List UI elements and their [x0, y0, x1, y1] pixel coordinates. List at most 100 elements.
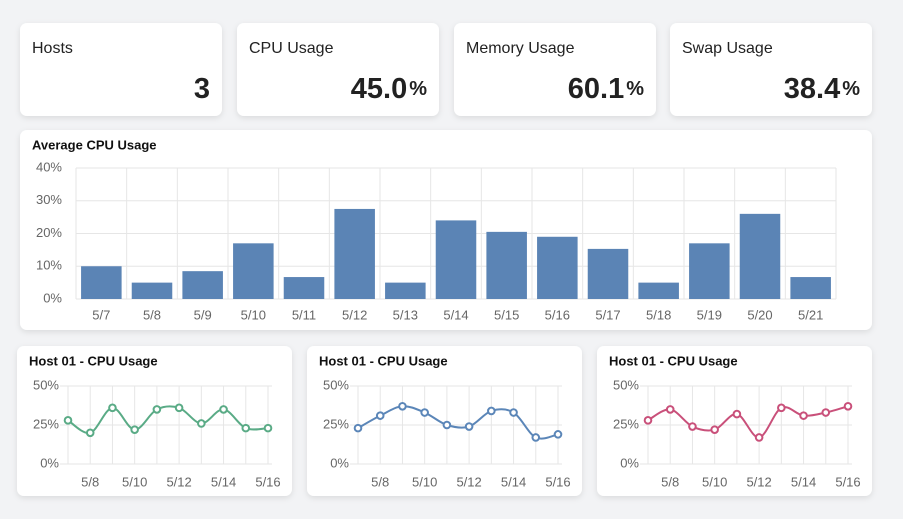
chart-title: Host 01 - CPU Usage	[319, 353, 448, 368]
stat-value: 3	[194, 73, 210, 105]
point	[263, 423, 273, 433]
y-tick-label: 30%	[36, 192, 62, 207]
bar	[689, 243, 730, 299]
stat-value: 60.1%	[568, 73, 644, 105]
bar	[385, 282, 426, 299]
x-tick-label: 5/14	[443, 307, 468, 322]
stat-title: CPU Usage	[249, 40, 334, 57]
unit: %	[626, 78, 644, 100]
x-tick-label: 5/16	[545, 307, 570, 322]
point	[398, 401, 407, 411]
y-tick-label: 10%	[36, 258, 62, 273]
value: 45.0	[351, 73, 407, 105]
x-tick-label: 5/8	[143, 307, 161, 322]
x-tick-label: 5/19	[697, 307, 722, 322]
x-tick-label: 5/8	[81, 474, 99, 489]
x-tick-label: 5/8	[661, 474, 679, 489]
bar	[587, 248, 629, 299]
bar	[486, 231, 527, 299]
stat-card	[454, 23, 656, 116]
point	[63, 416, 73, 425]
x-tick-label: 5/11	[292, 307, 316, 322]
bar	[537, 236, 578, 299]
x-tick-label: 5/10	[702, 474, 727, 489]
y-tick-label: 50%	[613, 377, 639, 392]
y-tick-label: 50%	[33, 377, 59, 392]
chart-title: Host 01 - CPU Usage	[609, 353, 738, 368]
stat-card	[670, 23, 872, 116]
bar	[334, 208, 375, 299]
point	[509, 408, 518, 417]
point	[85, 428, 95, 438]
y-tick-label: 25%	[323, 416, 349, 431]
x-tick-label: 5/21	[798, 307, 823, 322]
x-tick-label: 5/12	[456, 474, 481, 489]
x-tick-label: 5/8	[371, 474, 389, 489]
x-tick-label: 5/14	[791, 474, 816, 489]
point	[799, 411, 808, 420]
x-tick-label: 5/18	[646, 307, 671, 322]
stat-card	[20, 23, 222, 116]
stat-title: Swap Usage	[682, 40, 773, 57]
point	[553, 430, 563, 439]
point	[375, 411, 385, 420]
x-tick-label: 5/10	[122, 474, 147, 489]
point	[487, 406, 496, 416]
line	[647, 405, 849, 439]
x-tick-label: 5/20	[747, 307, 772, 322]
x-tick-label: 5/15	[494, 307, 519, 322]
point	[353, 423, 363, 433]
x-tick-label: 5/12	[746, 474, 771, 489]
y-tick-label: 50%	[323, 377, 349, 392]
y-tick-label: 40%	[36, 159, 62, 174]
chart-title: Average CPU Usage	[32, 137, 157, 152]
x-tick-label: 5/14	[501, 474, 526, 489]
y-tick-label: 0%	[40, 455, 59, 470]
y-tick-label: 0%	[43, 290, 62, 305]
value: 38.4	[784, 73, 840, 105]
point	[197, 419, 206, 428]
point	[732, 409, 742, 419]
y-tick-label: 0%	[620, 455, 639, 470]
value: 3	[194, 73, 210, 105]
point	[531, 433, 541, 442]
x-tick-label: 5/17	[595, 307, 620, 322]
point	[174, 403, 184, 413]
x-tick-label: 5/14	[211, 474, 236, 489]
point	[821, 408, 831, 417]
x-tick-label: 5/10	[241, 307, 266, 322]
x-tick-label: 5/12	[342, 307, 367, 322]
y-tick-label: 20%	[36, 225, 62, 240]
x-tick-label: 5/16	[835, 474, 860, 489]
point	[710, 425, 719, 434]
bar	[435, 220, 477, 299]
bar	[131, 282, 173, 299]
bar	[182, 271, 223, 299]
stat-value: 45.0%	[351, 73, 427, 105]
point	[219, 405, 228, 414]
stat-title: Memory Usage	[466, 40, 575, 57]
bar	[638, 282, 679, 299]
point	[754, 433, 764, 442]
bar	[233, 243, 274, 299]
bar	[81, 266, 122, 299]
chart-title: Host 01 - CPU Usage	[29, 353, 158, 368]
point	[241, 423, 251, 433]
x-tick-label: 5/7	[92, 307, 110, 322]
bar	[283, 277, 325, 299]
unit: %	[842, 78, 860, 100]
x-tick-label: 5/9	[194, 307, 212, 322]
line	[67, 405, 269, 434]
point	[688, 422, 697, 431]
point	[152, 405, 162, 414]
point	[442, 420, 452, 430]
bar	[739, 213, 781, 299]
stat-card	[237, 23, 439, 116]
point	[464, 422, 474, 431]
stat-value: 38.4%	[784, 73, 860, 105]
x-tick-label: 5/10	[412, 474, 437, 489]
y-tick-label: 25%	[613, 416, 639, 431]
value: 60.1	[568, 73, 624, 105]
y-tick-label: 25%	[33, 416, 59, 431]
